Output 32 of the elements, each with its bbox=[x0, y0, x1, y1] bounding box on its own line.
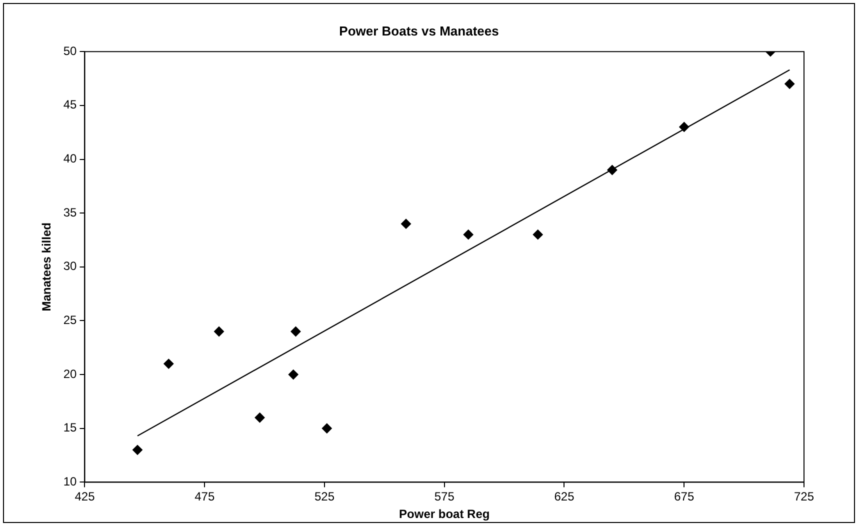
y-tick-label: 15 bbox=[63, 420, 78, 435]
y-tick-label: 50 bbox=[63, 44, 78, 58]
x-tick-label: 625 bbox=[554, 490, 575, 504]
y-tick-label: 40 bbox=[63, 152, 78, 166]
y-tick-label: 25 bbox=[63, 313, 78, 328]
point bbox=[532, 230, 543, 240]
y-tick-label: 10 bbox=[63, 474, 78, 489]
point bbox=[132, 444, 142, 455]
y-tick-label: 35 bbox=[63, 205, 78, 220]
point bbox=[214, 326, 224, 336]
x-tick-label: 525 bbox=[314, 490, 335, 504]
point bbox=[164, 358, 174, 369]
point bbox=[607, 165, 618, 176]
point bbox=[290, 326, 301, 336]
point bbox=[679, 122, 690, 132]
x-tick-label: 475 bbox=[194, 490, 215, 504]
chart-title: Power Boats vs Manatees bbox=[339, 23, 499, 38]
y-axis-title: Manatees killed bbox=[40, 222, 54, 312]
y-tick-label: 45 bbox=[63, 98, 78, 112]
y-tick-label: 30 bbox=[63, 259, 78, 274]
point bbox=[254, 412, 265, 423]
point bbox=[322, 423, 332, 434]
x-axis-title: Power boat Reg bbox=[399, 507, 490, 522]
x-tick-label: 425 bbox=[74, 490, 96, 504]
y-tick-label: 20 bbox=[63, 366, 78, 381]
x-tick-label: 675 bbox=[674, 490, 694, 504]
point bbox=[288, 370, 298, 380]
x-tick-label: 575 bbox=[434, 490, 455, 504]
point bbox=[401, 218, 412, 229]
point bbox=[463, 230, 474, 240]
point bbox=[784, 78, 795, 89]
x-tick-label: 725 bbox=[794, 490, 814, 504]
